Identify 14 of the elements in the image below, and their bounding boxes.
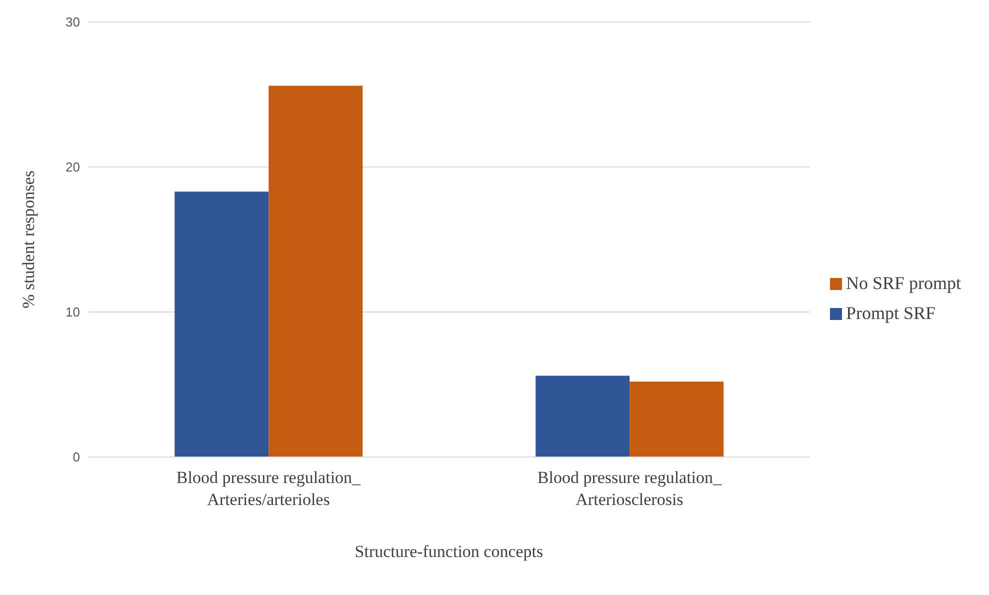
y-tick-label: 0 (72, 450, 80, 465)
y-axis-title: % student responses (19, 170, 38, 308)
bar (268, 86, 363, 457)
y-tick-label: 10 (66, 304, 80, 320)
x-axis-title: Structure-function concepts (354, 542, 544, 561)
bar (536, 376, 630, 457)
x-tick-label: Blood pressure regulation_ Arteries/arterioles (176, 468, 362, 509)
y-tick-label: 20 (66, 160, 80, 175)
y-tick-label: 30 (66, 14, 80, 30)
bar (630, 382, 724, 457)
x-tick-label: Blood pressure regulation_ Arteriosclerosis (537, 468, 722, 509)
legend-label: Prompt SRF (846, 302, 936, 322)
legend-label: No SRF prompt (846, 272, 961, 292)
bar (174, 192, 269, 457)
